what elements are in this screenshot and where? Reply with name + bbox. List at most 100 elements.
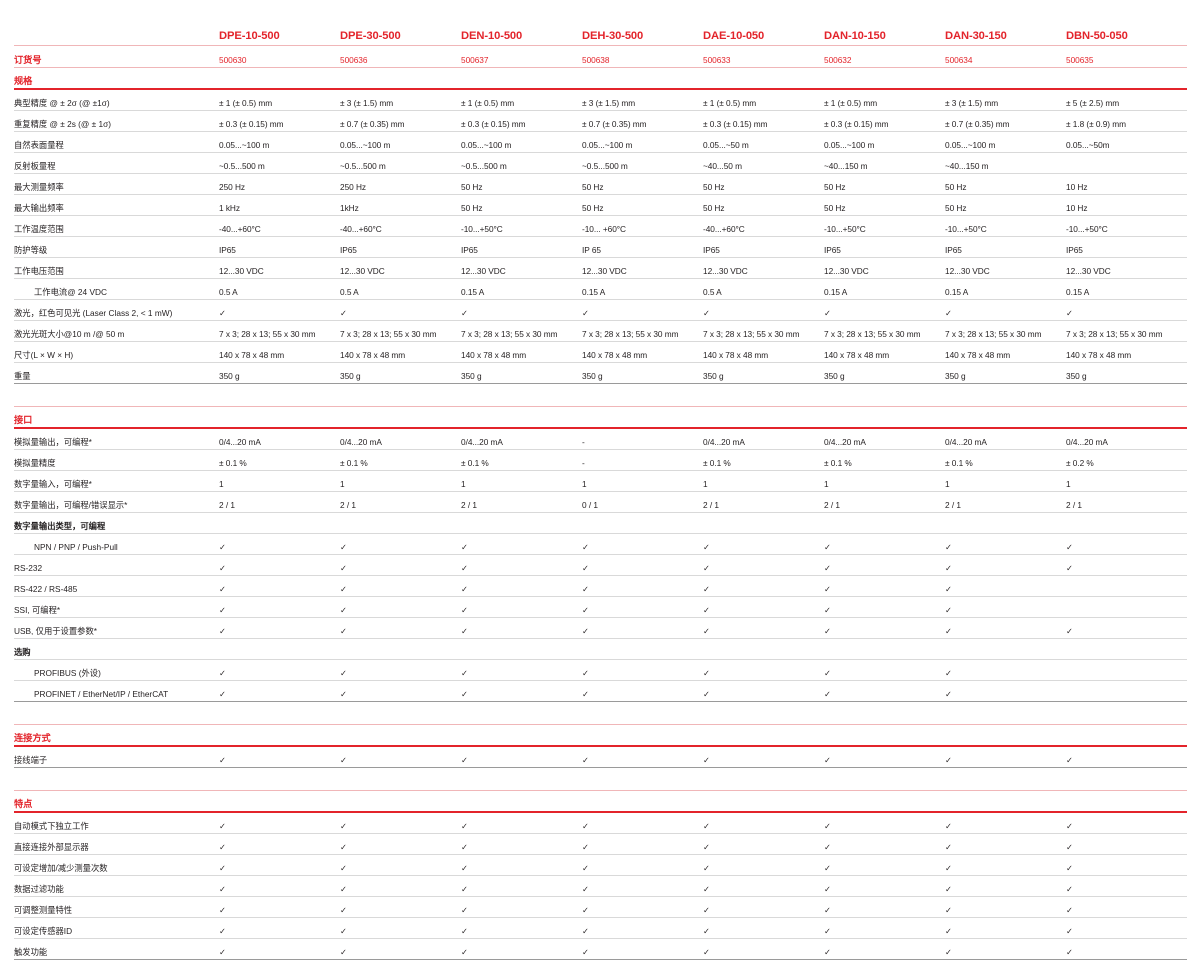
checkmark-icon-DAE-10-050: ✓ [703,854,824,876]
row-label-NPN / PNP / Push-Pull: NPN / PNP / Push-Pull [14,533,219,555]
row-label-USB, 仅用于设置参数*: USB, 仅用于设置参数* [14,617,219,639]
checkmark-icon-DEN-10-500: ✓ [461,812,582,834]
cell-value-DEH-30-500: - [582,449,703,471]
section-title-row-规格: 规格 [14,67,1187,90]
cell-value-DEN-10-500: 0/4...20 mA [461,428,582,450]
cell-value-DBN-50-050 [1066,512,1187,534]
row-label-数字量输入，可编程*: 数字量输入，可编程* [14,470,219,492]
checkmark-icon-DBN-50-050: ✓ [1066,533,1187,555]
checkmark-icon-DPE-30-500: ✓ [340,896,461,918]
cell-value-DPE-30-500: -40...+60°C [340,215,461,237]
checkmark-icon-DAN-30-150: ✓ [945,596,1066,618]
checkmark-icon-DAN-10-150: ✓ [824,554,945,576]
cell-value-DAN-30-150: 0/4...20 mA [945,428,1066,450]
checkmark-icon-DEN-10-500: ✓ [461,938,582,960]
checkmark-icon-DAN-10-150: ✓ [824,875,945,897]
cell-value-DPE-30-500: 12...30 VDC [340,257,461,279]
checkmark-icon-DAN-30-150: ✓ [945,680,1066,702]
cell-value-DPE-10-500: 12...30 VDC [219,257,340,279]
table-row: 防护等级 IP65 IP65 IP65 IP 65 IP65 IP65 IP65 IP65 [14,236,1187,258]
section-title-row-接口: 接口 [14,406,1187,429]
section-title-pad [703,724,824,747]
cell-value-DEH-30-500: 50 Hz [582,194,703,216]
cell-value-DPE-10-500: 140 x 78 x 48 mm [219,341,340,363]
table-row: 自动模式下独立工作 ✓ ✓ ✓ ✓ ✓ ✓ ✓ ✓ [14,812,1187,834]
cell-value-DEN-10-500: ± 0.1 % [461,449,582,471]
cell-value-DAN-10-150: 50 Hz [824,173,945,195]
cell-value-DAN-10-150: 7 x 3; 28 x 13; 55 x 30 mm [824,320,945,342]
cell-value-DPE-30-500: 250 Hz [340,173,461,195]
cell-value-DPE-30-500 [340,512,461,534]
cell-value-DAN-10-150: 1 [824,470,945,492]
section-title-pad [461,406,582,429]
order-number-DEH-30-500: 500638 [582,45,703,68]
checkmark-icon-DPE-10-500: ✓ [219,896,340,918]
checkmark-icon-DAE-10-050: ✓ [703,617,824,639]
cell-value-DBN-50-050: -10...+50°C [1066,215,1187,237]
column-header-DPE-10-500: DPE-10-500 [219,30,280,42]
checkmark-icon-DAN-30-150: ✓ [945,896,1066,918]
checkmark-icon-DBN-50-050: ✓ [1066,746,1187,768]
checkmark-icon-DBN-50-050: ✓ [1066,554,1187,576]
checkmark-icon-DAN-10-150: ✓ [824,917,945,939]
checkmark-icon-DAE-10-050: ✓ [703,575,824,597]
cell-value-DAE-10-050: -40...+60°C [703,215,824,237]
cell-value-DAN-10-150: ± 1 (± 0.5) mm [824,89,945,111]
cell-value-DAN-30-150: 0.05...~100 m [945,131,1066,153]
checkmark-icon-DAN-30-150: ✓ [945,875,1066,897]
cell-value-DAE-10-050: 1 [703,470,824,492]
checkmark-icon-DAN-30-150: ✓ [945,533,1066,555]
row-label-接线端子: 接线端子 [14,746,219,768]
cell-value-DPE-30-500: 350 g [340,362,461,384]
cell-value-DPE-30-500: ± 3 (± 1.5) mm [340,89,461,111]
cell-value-DAN-10-150: 50 Hz [824,194,945,216]
row-label-尺寸(L × W × H): 尺寸(L × W × H) [14,341,219,363]
cell-value-DAN-10-150: -10...+50°C [824,215,945,237]
cell-value-DPE-30-500: 1kHz [340,194,461,216]
section-title-pad [945,406,1066,429]
checkmark-icon-DBN-50-050: ✓ [1066,833,1187,855]
table-row: PROFIBUS (外设) ✓ ✓ ✓ ✓ ✓ ✓ ✓ [14,659,1187,681]
section-title-pad [824,790,945,813]
checkmark-icon-DPE-30-500: ✓ [340,854,461,876]
cell-value-DAN-30-150: ± 0.1 % [945,449,1066,471]
section-title-pad [461,724,582,747]
checkmark-icon-DBN-50-050: ✓ [1066,917,1187,939]
checkmark-icon-DAE-10-050: ✓ [703,533,824,555]
checkmark-icon-DPE-30-500: ✓ [340,299,461,321]
section-title-pad [340,724,461,747]
checkmark-icon-DPE-10-500: ✓ [219,746,340,768]
cell-value-DBN-50-050 [1066,596,1187,618]
section-title-特点: 特点 [14,790,219,813]
row-label-激光光斑大小@10 m /@ 50 m: 激光光斑大小@10 m /@ 50 m [14,320,219,342]
section-title-pad [703,67,824,90]
cell-value-DPE-10-500: ± 0.1 % [219,449,340,471]
section-title-row-特点: 特点 [14,790,1187,813]
checkmark-icon-DPE-30-500: ✓ [340,938,461,960]
cell-value-DEN-10-500: 350 g [461,362,582,384]
cell-value-DAN-30-150: 350 g [945,362,1066,384]
checkmark-icon-DEH-30-500: ✓ [582,854,703,876]
row-label-数据过滤功能: 数据过滤功能 [14,875,219,897]
section-title-pad [582,724,703,747]
checkmark-icon-DEN-10-500: ✓ [461,554,582,576]
checkmark-icon-DAN-10-150: ✓ [824,746,945,768]
checkmark-icon-DAE-10-050: ✓ [703,554,824,576]
specification-comparison-table: DPE-10-500 DPE-30-500 DEN-10-500 DEH-30-500… [14,20,1187,960]
cell-value-DPE-10-500: 7 x 3; 28 x 13; 55 x 30 mm [219,320,340,342]
order-number-DAE-10-050: 500633 [703,45,824,68]
cell-value-DAN-10-150: 140 x 78 x 48 mm [824,341,945,363]
cell-value-DEN-10-500: 7 x 3; 28 x 13; 55 x 30 mm [461,320,582,342]
checkmark-icon-DEH-30-500: ✓ [582,533,703,555]
checkmark-icon-DEN-10-500: ✓ [461,533,582,555]
checkmark-icon-DAN-30-150: ✓ [945,617,1066,639]
checkmark-icon-DEH-30-500: ✓ [582,812,703,834]
checkmark-icon-DPE-10-500: ✓ [219,917,340,939]
cell-value-DAE-10-050: 12...30 VDC [703,257,824,279]
checkmark-icon-DPE-10-500: ✓ [219,854,340,876]
cell-value-DEN-10-500: 140 x 78 x 48 mm [461,341,582,363]
checkmark-icon-DPE-30-500: ✓ [340,746,461,768]
table-row: 可设定增加/减少测量次数 ✓ ✓ ✓ ✓ ✓ ✓ ✓ ✓ [14,854,1187,876]
checkmark-icon-DAN-30-150: ✓ [945,938,1066,960]
